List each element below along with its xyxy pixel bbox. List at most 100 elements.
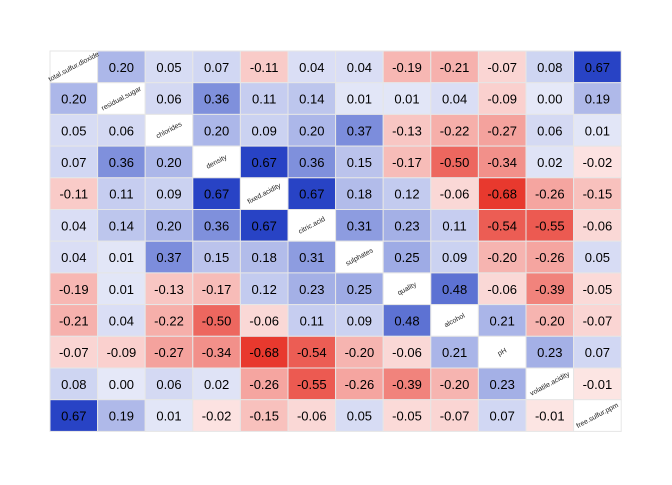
heatmap-cell (287, 367, 337, 401)
cell-value-label: 0.20 (204, 123, 229, 138)
cell-value-label: 0.02 (537, 155, 562, 170)
cell-value-label: 0.25 (394, 250, 419, 265)
heatmap-cell (97, 304, 146, 337)
heatmap-cell (97, 399, 146, 432)
heatmap-cell (525, 304, 575, 337)
cell-value-label: 0.06 (156, 377, 181, 392)
heatmap-cell (192, 82, 241, 115)
cell-value-label: -0.22 (440, 123, 470, 138)
cell-value-label: -0.11 (59, 187, 88, 202)
cell-value-label: 0.06 (156, 92, 181, 107)
cell-value-label: 0.31 (347, 218, 372, 233)
heatmap-cell (239, 113, 289, 147)
cell-value-label: 0.00 (537, 92, 562, 107)
cell-value-label: -0.19 (59, 282, 89, 297)
heatmap-cell (477, 145, 527, 179)
cell-value-label: 0.01 (156, 409, 181, 424)
cell-value-label: -0.54 (487, 218, 517, 233)
cell-value-label: -0.68 (249, 345, 279, 360)
cell-value-label: -0.20 (487, 250, 517, 265)
cell-value-label: 0.07 (490, 409, 515, 424)
heatmap-cell (382, 335, 432, 369)
cell-value-label: -0.06 (249, 313, 279, 328)
cell-value-label: 0.36 (109, 155, 134, 170)
heatmap-cell (573, 209, 622, 242)
cell-value-label: 0.36 (299, 155, 324, 170)
heatmap-cell (192, 272, 241, 306)
cell-value-label: 0.20 (61, 92, 86, 107)
heatmap-cell (49, 367, 99, 401)
heatmap-cell (525, 145, 575, 179)
heatmap-cell (430, 82, 479, 115)
cell-value-label: -0.55 (297, 377, 327, 392)
cell-value-label: -0.11 (250, 60, 279, 75)
heatmap-cell (525, 272, 575, 306)
cell-value-label: 0.06 (109, 123, 134, 138)
cell-value-label: -0.39 (392, 377, 422, 392)
cell-value-label: 0.18 (252, 250, 277, 265)
cell-value-label: -0.34 (487, 155, 517, 170)
cell-value-label: 0.01 (109, 250, 134, 265)
variable-name-label: pH (497, 347, 508, 357)
cell-value-label: 0.07 (585, 345, 610, 360)
heatmap-cell (97, 240, 146, 274)
heatmap-cell (49, 209, 99, 242)
heatmap-cell (287, 50, 337, 84)
heatmap-cell (573, 82, 622, 115)
heatmap-cell (335, 272, 384, 306)
cell-value-label: -0.39 (535, 282, 565, 297)
heatmap-cell (525, 82, 575, 115)
cell-value-label: -0.19 (392, 60, 422, 75)
cell-value-label: -0.21 (440, 60, 470, 75)
heatmap-cell (239, 399, 289, 432)
heatmap-cell (573, 240, 622, 274)
cell-value-label: 0.12 (252, 282, 277, 297)
heatmap-cell (477, 240, 527, 274)
heatmap-cell (144, 304, 194, 337)
heatmap-cell (287, 304, 337, 337)
heatmap-cell (192, 113, 241, 147)
heatmap-cell (97, 50, 146, 84)
cell-value-label: 0.04 (109, 313, 134, 328)
cell-value-label: 0.67 (252, 155, 277, 170)
cell-value-label: -0.68 (487, 187, 517, 202)
cell-value-label: 0.05 (347, 409, 372, 424)
cell-value-label: 0.11 (300, 313, 324, 328)
heatmap-cell (573, 145, 622, 179)
cell-value-label: 0.67 (252, 218, 277, 233)
heatmap-cell (335, 113, 384, 147)
cell-value-label: -0.06 (392, 345, 422, 360)
heatmap-cell (430, 367, 479, 401)
cell-value-label: -0.20 (345, 345, 375, 360)
cell-value-label: -0.27 (487, 123, 517, 138)
cell-value-label: 0.25 (347, 282, 372, 297)
cell-value-label: -0.13 (392, 123, 422, 138)
cell-value-label: 0.21 (490, 313, 515, 328)
heatmap-cell (573, 272, 622, 306)
heatmap-cell (573, 367, 622, 401)
cell-value-label: 0.15 (347, 155, 372, 170)
diagonal-cell (430, 304, 479, 337)
heatmap-cell (97, 177, 146, 211)
heatmap-cell (382, 177, 432, 211)
cell-value-label: -0.07 (59, 345, 89, 360)
heatmap-cell (477, 399, 527, 432)
diagonal-cell (49, 50, 99, 84)
cell-value-label: 0.19 (585, 92, 610, 107)
diagonal-cell (573, 399, 622, 432)
cell-value-label: -0.26 (535, 250, 565, 265)
cell-value-label: 0.09 (252, 123, 277, 138)
cell-value-label: 0.07 (204, 60, 229, 75)
cell-value-label: 0.48 (394, 313, 419, 328)
cell-value-label: 0.20 (156, 218, 181, 233)
cell-value-label: 0.36 (204, 218, 229, 233)
cell-value-label: 0.09 (156, 187, 181, 202)
heatmap-cell (335, 304, 384, 337)
cell-value-label: 0.37 (347, 123, 372, 138)
cell-value-label: 0.06 (537, 123, 562, 138)
heatmap-cell (382, 50, 432, 84)
heatmap-cell (525, 399, 575, 432)
heatmap-cell (477, 82, 527, 115)
cell-value-label: -0.07 (440, 409, 470, 424)
cell-value-label: 0.04 (442, 92, 467, 107)
